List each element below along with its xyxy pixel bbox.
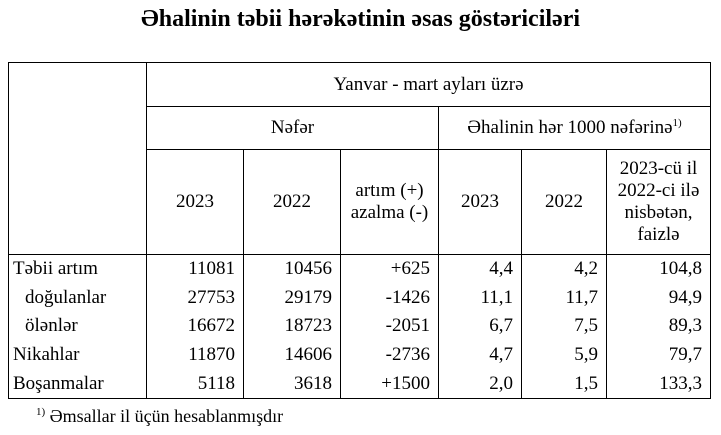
- row-label: Nikahlar: [8, 340, 147, 370]
- table-row: ölənlər 16672 18723 -2051 6,7 7,5 89,3: [8, 312, 711, 341]
- table-cell: -2051: [340, 312, 439, 341]
- table-cell: -1426: [340, 283, 439, 313]
- period-header: Yanvar - mart ayları üzrə: [146, 62, 711, 107]
- table-cell: 10456: [243, 253, 341, 284]
- table-cell: 94,9: [606, 283, 711, 313]
- table-cell: 27753: [146, 283, 244, 313]
- table-row: Təbii artım 11081 10456 +625 4,4 4,2 104,8: [8, 253, 711, 284]
- col-header: artım (+) azalma (-): [340, 149, 439, 255]
- per1000-header: Əhalinin hər 1000 nəfərinə1): [438, 106, 711, 150]
- table-cell: 79,7: [606, 340, 711, 370]
- table-cell: 16672: [146, 312, 244, 341]
- table-cell: 7,5: [521, 312, 607, 341]
- table-cell: +1500: [340, 369, 439, 399]
- table-cell: 11,1: [438, 283, 522, 313]
- table-cell: 29179: [243, 283, 341, 313]
- row-label: Boşanmalar: [8, 369, 147, 399]
- table-cell: 5,9: [521, 340, 607, 370]
- persons-header: Nəfər: [146, 106, 439, 150]
- table-cell: 104,8: [606, 253, 711, 284]
- table-cell: 4,7: [438, 340, 522, 370]
- row-label: ölənlər: [8, 312, 147, 341]
- row-label: doğulanlar: [8, 283, 147, 313]
- table-cell: 11870: [146, 340, 244, 370]
- table-cell: 11,7: [521, 283, 607, 313]
- indicators-table: Yanvar - mart ayları üzrə Nəfər Əhalinin…: [8, 62, 711, 399]
- table-row: Nikahlar 11870 14606 -2736 4,7 5,9 79,7: [8, 340, 711, 370]
- page-title: Əhalinin təbii hərəkətinin əsas göstəric…: [140, 6, 581, 32]
- table-cell: 1,5: [521, 369, 607, 399]
- table-cell: 5118: [146, 369, 244, 399]
- table-cell: 4,2: [521, 253, 607, 284]
- table-row: Boşanmalar 5118 3618 +1500 2,0 1,5 133,3: [8, 369, 711, 399]
- col-header: 2023: [438, 149, 522, 255]
- table-cell: 6,7: [438, 312, 522, 341]
- table-row: doğulanlar 27753 29179 -1426 11,1 11,7 94,9: [8, 283, 711, 313]
- corner-cell: [8, 62, 147, 255]
- table-cell: 133,3: [606, 369, 711, 399]
- footnote: 1) Əmsallar il üçün hesablanmışdır: [36, 406, 284, 426]
- table-cell: +625: [340, 253, 439, 284]
- col-header: 2023-cü il 2022-ci ilə nisbətən, faizlə: [606, 149, 711, 255]
- col-header: 2023: [146, 149, 244, 255]
- table-cell: 4,4: [438, 253, 522, 284]
- table-cell: 89,3: [606, 312, 711, 341]
- table-cell: 3618: [243, 369, 341, 399]
- table-cell: 2,0: [438, 369, 522, 399]
- table-cell: 11081: [146, 253, 244, 284]
- table-cell: 18723: [243, 312, 341, 341]
- row-label: Təbii artım: [8, 253, 147, 284]
- col-header: 2022: [521, 149, 607, 255]
- table-cell: 14606: [243, 340, 341, 370]
- table-cell: -2736: [340, 340, 439, 370]
- col-header: 2022: [243, 149, 341, 255]
